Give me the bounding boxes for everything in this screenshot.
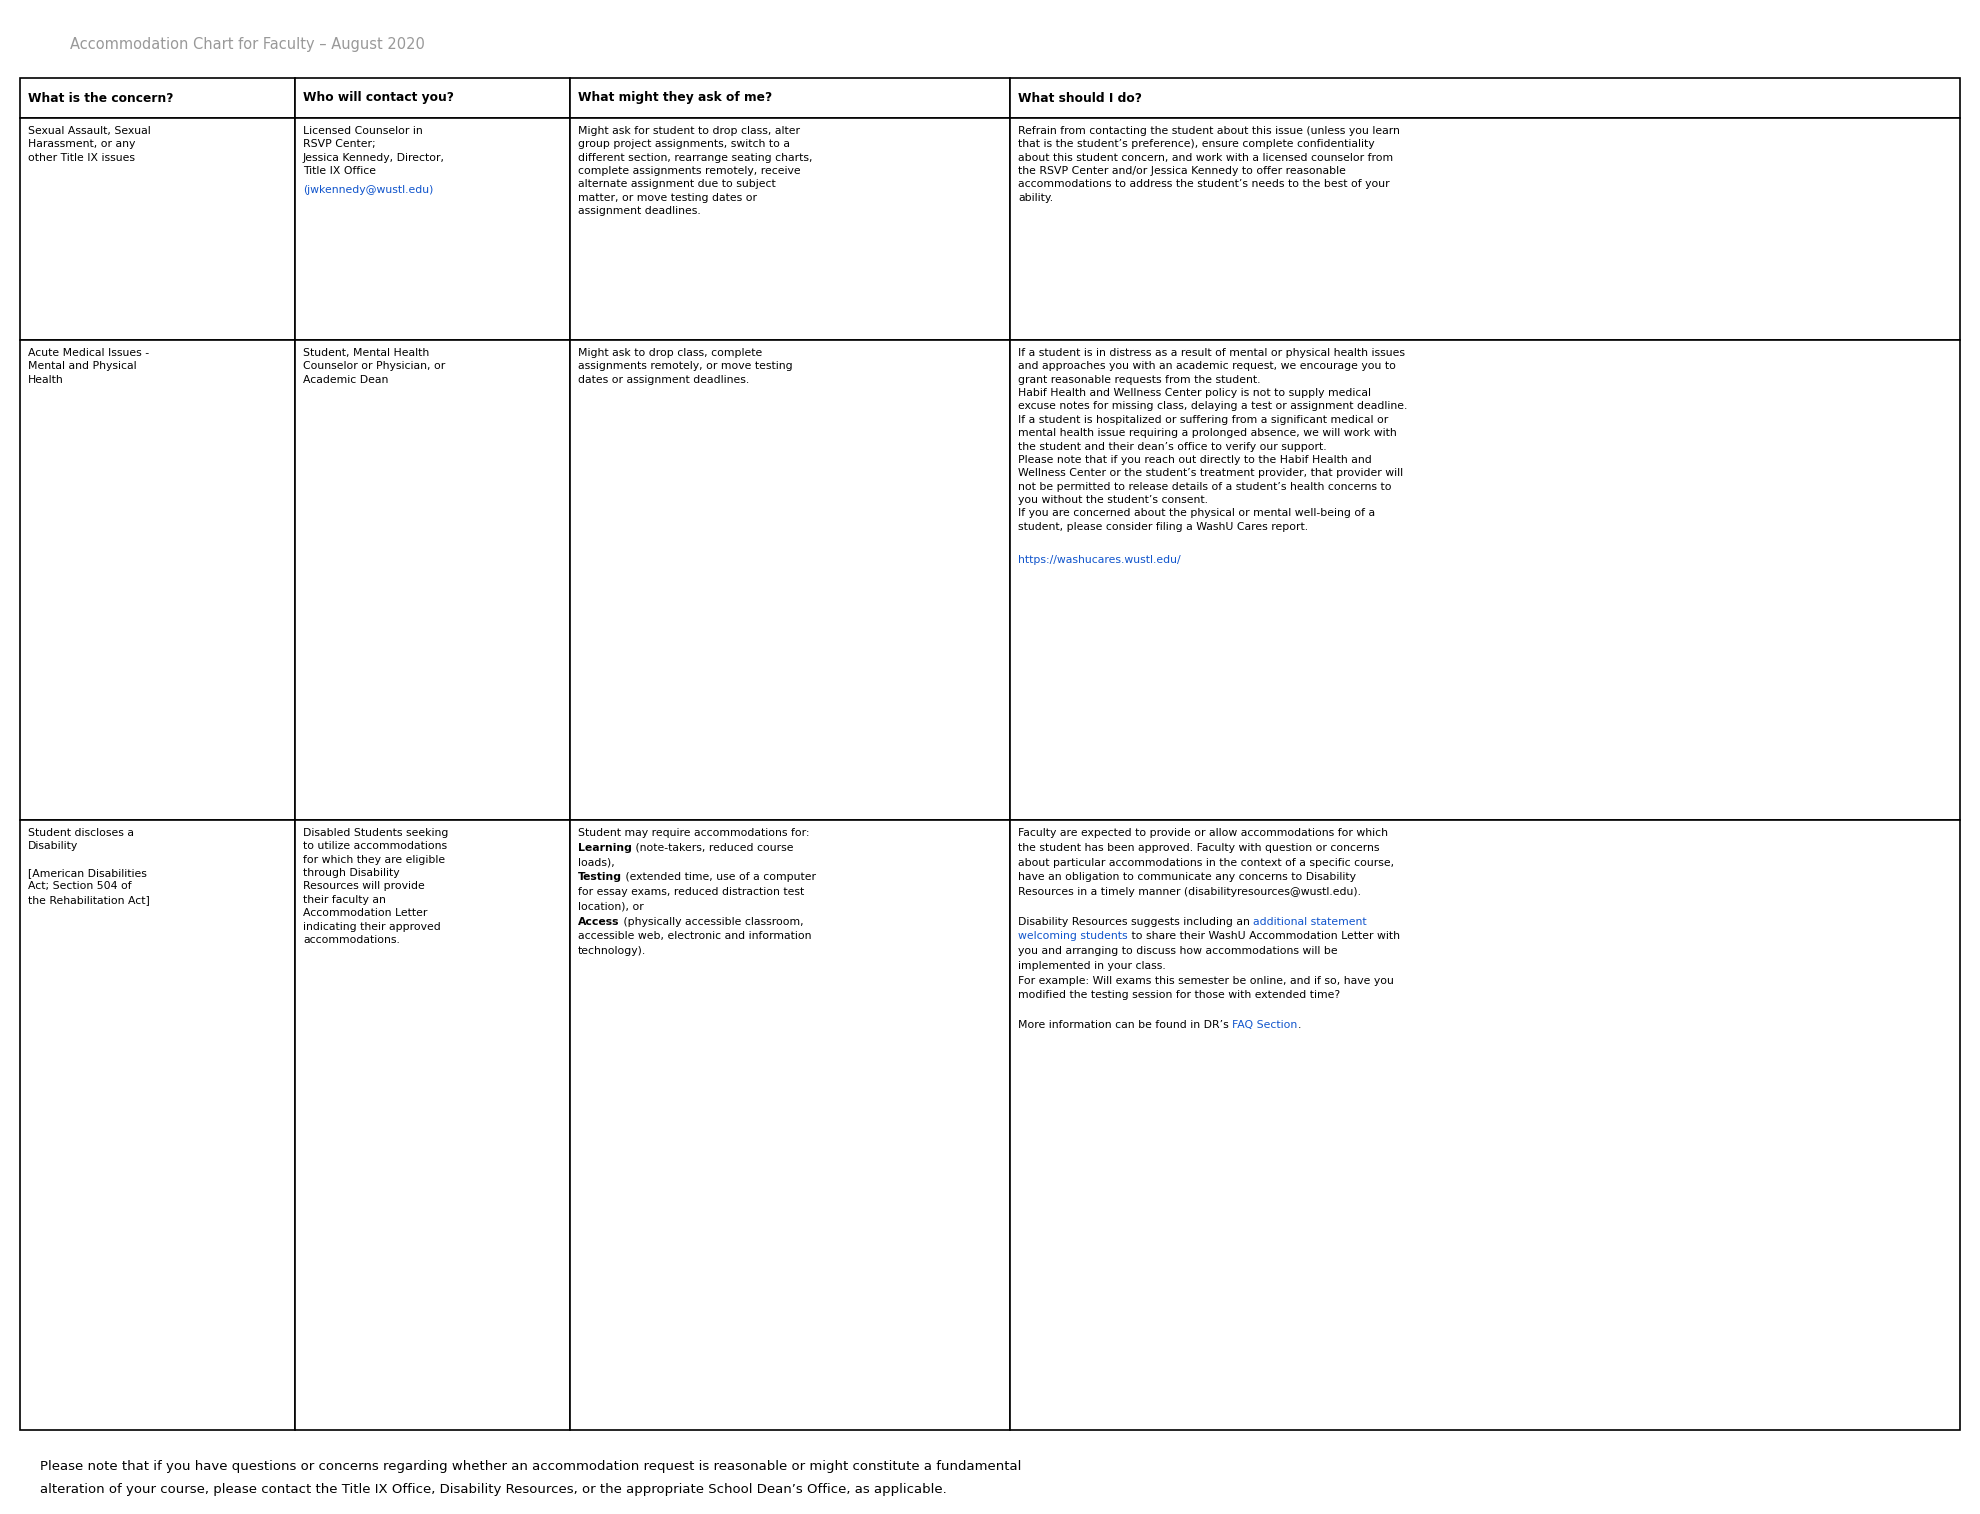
Text: you and arranging to discuss how accommodations will be: you and arranging to discuss how accommo… <box>1018 946 1338 957</box>
Text: For example: Will exams this semester be online, and if so, have you: For example: Will exams this semester be… <box>1018 975 1394 986</box>
Text: Licensed Counselor in
RSVP Center;
Jessica Kennedy, Director,
Title IX Office: Licensed Counselor in RSVP Center; Jessi… <box>303 126 446 176</box>
Text: FAQ Section: FAQ Section <box>1232 1020 1297 1030</box>
Text: (note-takers, reduced course: (note-takers, reduced course <box>632 843 794 852</box>
Text: What should I do?: What should I do? <box>1018 91 1142 104</box>
Text: Disability Resources suggests including an: Disability Resources suggests including … <box>1018 916 1253 927</box>
Text: additional statement: additional statement <box>1253 916 1366 927</box>
Text: Disabled Students seeking
to utilize accommodations
for which they are eligible
: Disabled Students seeking to utilize acc… <box>303 828 447 945</box>
Text: modified the testing session for those with extended time?: modified the testing session for those w… <box>1018 990 1340 1001</box>
Text: If a student is in distress as a result of mental or physical health issues
and : If a student is in distress as a result … <box>1018 348 1408 531</box>
Bar <box>20 118 295 341</box>
Text: Student discloses a
Disability

[American Disabilities
Act; Section 504 of
the R: Student discloses a Disability [American… <box>28 828 150 905</box>
Text: Might ask for student to drop class, alter
group project assignments, switch to : Might ask for student to drop class, alt… <box>578 126 812 217</box>
Text: Who will contact you?: Who will contact you? <box>303 91 453 104</box>
Bar <box>20 341 295 821</box>
Text: Learning: Learning <box>578 843 632 852</box>
Text: Faculty are expected to provide or allow accommodations for which: Faculty are expected to provide or allow… <box>1018 828 1388 839</box>
Text: .: . <box>1297 1020 1301 1030</box>
Bar <box>1010 341 1960 821</box>
Text: Resources in a timely manner (disabilityresources@wustl.edu).: Resources in a timely manner (disability… <box>1018 887 1360 898</box>
Text: Accommodation Chart for Faculty – August 2020: Accommodation Chart for Faculty – August… <box>69 38 426 53</box>
Text: location), or: location), or <box>578 902 644 911</box>
Bar <box>295 79 570 118</box>
Text: loads),: loads), <box>578 857 614 868</box>
Bar <box>295 341 570 821</box>
Text: https://washucares.wustl.edu/: https://washucares.wustl.edu/ <box>1018 554 1180 565</box>
Bar <box>1010 79 1960 118</box>
Text: technology).: technology). <box>578 946 645 957</box>
Bar <box>570 821 1010 1431</box>
Bar <box>570 79 1010 118</box>
Text: Sexual Assault, Sexual
Harassment, or any
other Title IX issues: Sexual Assault, Sexual Harassment, or an… <box>28 126 150 162</box>
Text: Refrain from contacting the student about this issue (unless you learn
that is t: Refrain from contacting the student abou… <box>1018 126 1400 203</box>
Text: What is the concern?: What is the concern? <box>28 91 174 104</box>
Text: (physically accessible classroom,: (physically accessible classroom, <box>620 916 804 927</box>
Text: More information can be found in DR’s: More information can be found in DR’s <box>1018 1020 1232 1030</box>
Text: have an obligation to communicate any concerns to Disability: have an obligation to communicate any co… <box>1018 872 1356 883</box>
Text: for essay exams, reduced distraction test: for essay exams, reduced distraction tes… <box>578 887 804 898</box>
Bar <box>570 341 1010 821</box>
Text: welcoming students: welcoming students <box>1018 931 1129 942</box>
Text: the student has been approved. Faculty with question or concerns: the student has been approved. Faculty w… <box>1018 843 1380 852</box>
Text: Might ask to drop class, complete
assignments remotely, or move testing
dates or: Might ask to drop class, complete assign… <box>578 348 792 385</box>
Text: Acute Medical Issues -
Mental and Physical
Health: Acute Medical Issues - Mental and Physic… <box>28 348 148 385</box>
Bar <box>20 79 295 118</box>
Text: (jwkennedy@wustl.edu): (jwkennedy@wustl.edu) <box>303 185 434 195</box>
Bar <box>295 118 570 341</box>
Bar <box>20 821 295 1431</box>
Text: to share their WashU Accommodation Letter with: to share their WashU Accommodation Lette… <box>1129 931 1400 942</box>
Text: Student may require accommodations for:: Student may require accommodations for: <box>578 828 810 839</box>
Bar <box>1010 118 1960 341</box>
Bar <box>295 821 570 1431</box>
Text: Student, Mental Health
Counselor or Physician, or
Academic Dean: Student, Mental Health Counselor or Phys… <box>303 348 446 385</box>
Text: Testing: Testing <box>578 872 622 883</box>
Text: (extended time, use of a computer: (extended time, use of a computer <box>622 872 816 883</box>
Text: alteration of your course, please contact the Title IX Office, Disability Resour: alteration of your course, please contac… <box>40 1484 946 1496</box>
Bar <box>570 118 1010 341</box>
Text: accessible web, electronic and information: accessible web, electronic and informati… <box>578 931 812 942</box>
Text: about particular accommodations in the context of a specific course,: about particular accommodations in the c… <box>1018 857 1394 868</box>
Bar <box>1010 821 1960 1431</box>
Text: Access: Access <box>578 916 620 927</box>
Text: What might they ask of me?: What might they ask of me? <box>578 91 772 104</box>
Text: Please note that if you have questions or concerns regarding whether an accommod: Please note that if you have questions o… <box>40 1459 1022 1473</box>
Text: implemented in your class.: implemented in your class. <box>1018 961 1166 970</box>
